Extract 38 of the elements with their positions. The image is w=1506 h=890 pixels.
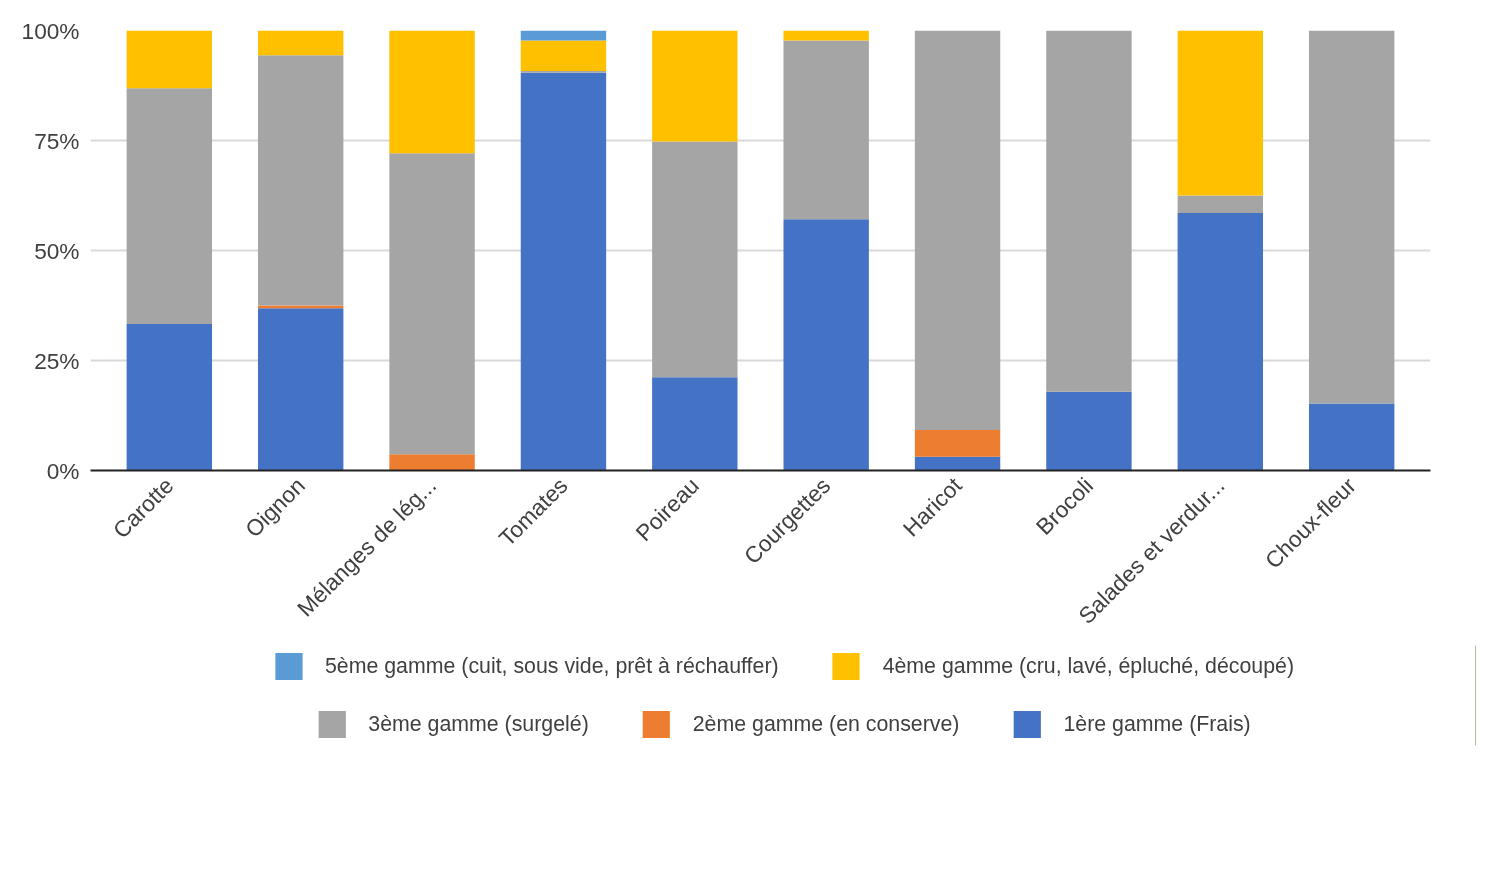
- y-tick-label: 100%: [21, 17, 80, 44]
- bar: [1177, 213, 1263, 471]
- bar: [520, 30, 607, 41]
- bar: [1177, 30, 1263, 196]
- y-tick-label: 0%: [46, 457, 80, 484]
- bar: [914, 456, 1001, 471]
- bar: [520, 72, 607, 471]
- y-tick-label: 75%: [34, 127, 80, 154]
- bar: [1177, 195, 1263, 214]
- bar: [1046, 30, 1132, 392]
- bar: [652, 141, 738, 378]
- bar: [389, 454, 475, 471]
- y-tick-label: 50%: [34, 237, 80, 264]
- bar: [652, 30, 738, 142]
- bar: [652, 377, 738, 471]
- bar: [258, 30, 344, 56]
- legend-label: 1ère gamme (Frais): [1063, 711, 1251, 737]
- bar: [126, 88, 213, 324]
- bar: [126, 30, 213, 89]
- legend-label: 4ème gamme (cru, lavé, épluché, découpé): [882, 653, 1295, 679]
- legend-label: 2ème gamme (en conserve): [692, 711, 960, 737]
- bar: [914, 30, 1001, 431]
- bar: [389, 153, 475, 455]
- bar: [1046, 391, 1132, 471]
- bar: [783, 40, 869, 220]
- bar: [520, 40, 607, 71]
- bar: [258, 55, 344, 306]
- legend-label: 5ème gamme (cuit, sous vide, prêt à réchauffer): [324, 653, 779, 679]
- bar: [126, 323, 213, 471]
- y-tick-label: 25%: [34, 347, 80, 374]
- bar: [258, 308, 344, 471]
- bar: [1308, 403, 1395, 471]
- bar: [389, 30, 475, 154]
- bar: [783, 30, 869, 41]
- bar: [783, 219, 869, 471]
- bar: [914, 430, 1001, 457]
- bar: [1308, 30, 1395, 404]
- legend-label: 3ème gamme (surgelé): [368, 711, 589, 737]
